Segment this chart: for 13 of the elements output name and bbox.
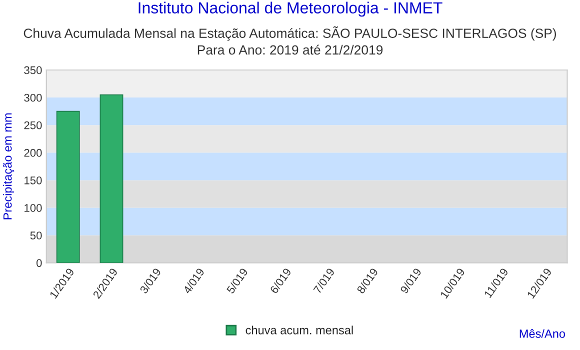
y-tick-label: 150 (24, 176, 42, 184)
legend-label: chuva acum. mensal (246, 326, 353, 334)
y-tick-label: 100 (24, 204, 42, 212)
y-tick-label: 350 (24, 66, 42, 74)
y-tick-label: 200 (24, 148, 42, 157)
y-tick-label: 0 (36, 259, 42, 267)
y-tick-label: 50 (30, 232, 42, 240)
y-axis-title: Precipitação em mm (3, 113, 14, 220)
chart-subtitle: Chuva Acumulada Mensal na Estação Automática: SÃO PAULO-SESC INTERLAGOS (SP) Para o Ano: 2019 até 21/2/2019 (24, 26, 556, 55)
x-axis-title: Mês/Ano (520, 329, 566, 338)
chart-title: Instituto Nacional de Meteorologia - INMET (138, 2, 442, 17)
y-tick-label: 250 (24, 121, 42, 130)
y-tick-label: 300 (24, 94, 42, 102)
